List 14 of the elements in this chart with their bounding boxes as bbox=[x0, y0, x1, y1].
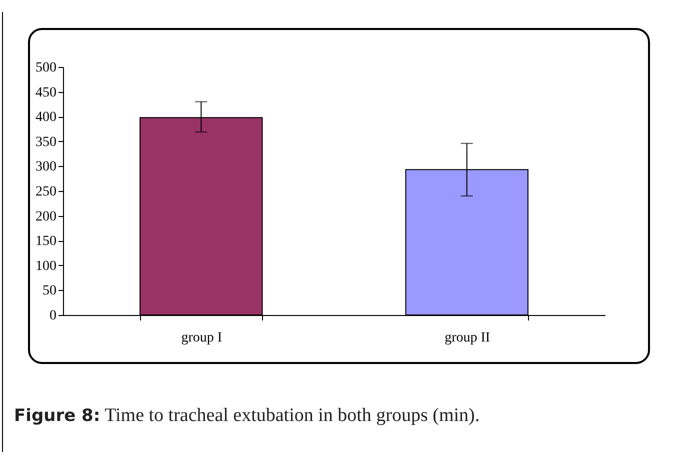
y-tick-label: 500 bbox=[36, 60, 56, 76]
y-tick-label: 0 bbox=[50, 308, 56, 324]
y-tick-label: 450 bbox=[36, 85, 56, 100]
y-tick-label: 300 bbox=[36, 160, 56, 175]
x-tick-label: group II bbox=[444, 330, 490, 346]
y-tick-label: 250 bbox=[36, 184, 56, 200]
x-tick-label: group I bbox=[181, 330, 222, 346]
y-tick-label: 50 bbox=[42, 284, 56, 299]
y-tick-label: 400 bbox=[36, 110, 56, 126]
y-tick-label: 100 bbox=[36, 258, 56, 274]
y-tick-label: 200 bbox=[36, 209, 56, 224]
y-tick-label: 350 bbox=[36, 134, 56, 150]
y-tick-label: 150 bbox=[36, 234, 56, 250]
caption: Figure 8: Time to tracheal extubation in both groups (min). bbox=[14, 405, 480, 427]
